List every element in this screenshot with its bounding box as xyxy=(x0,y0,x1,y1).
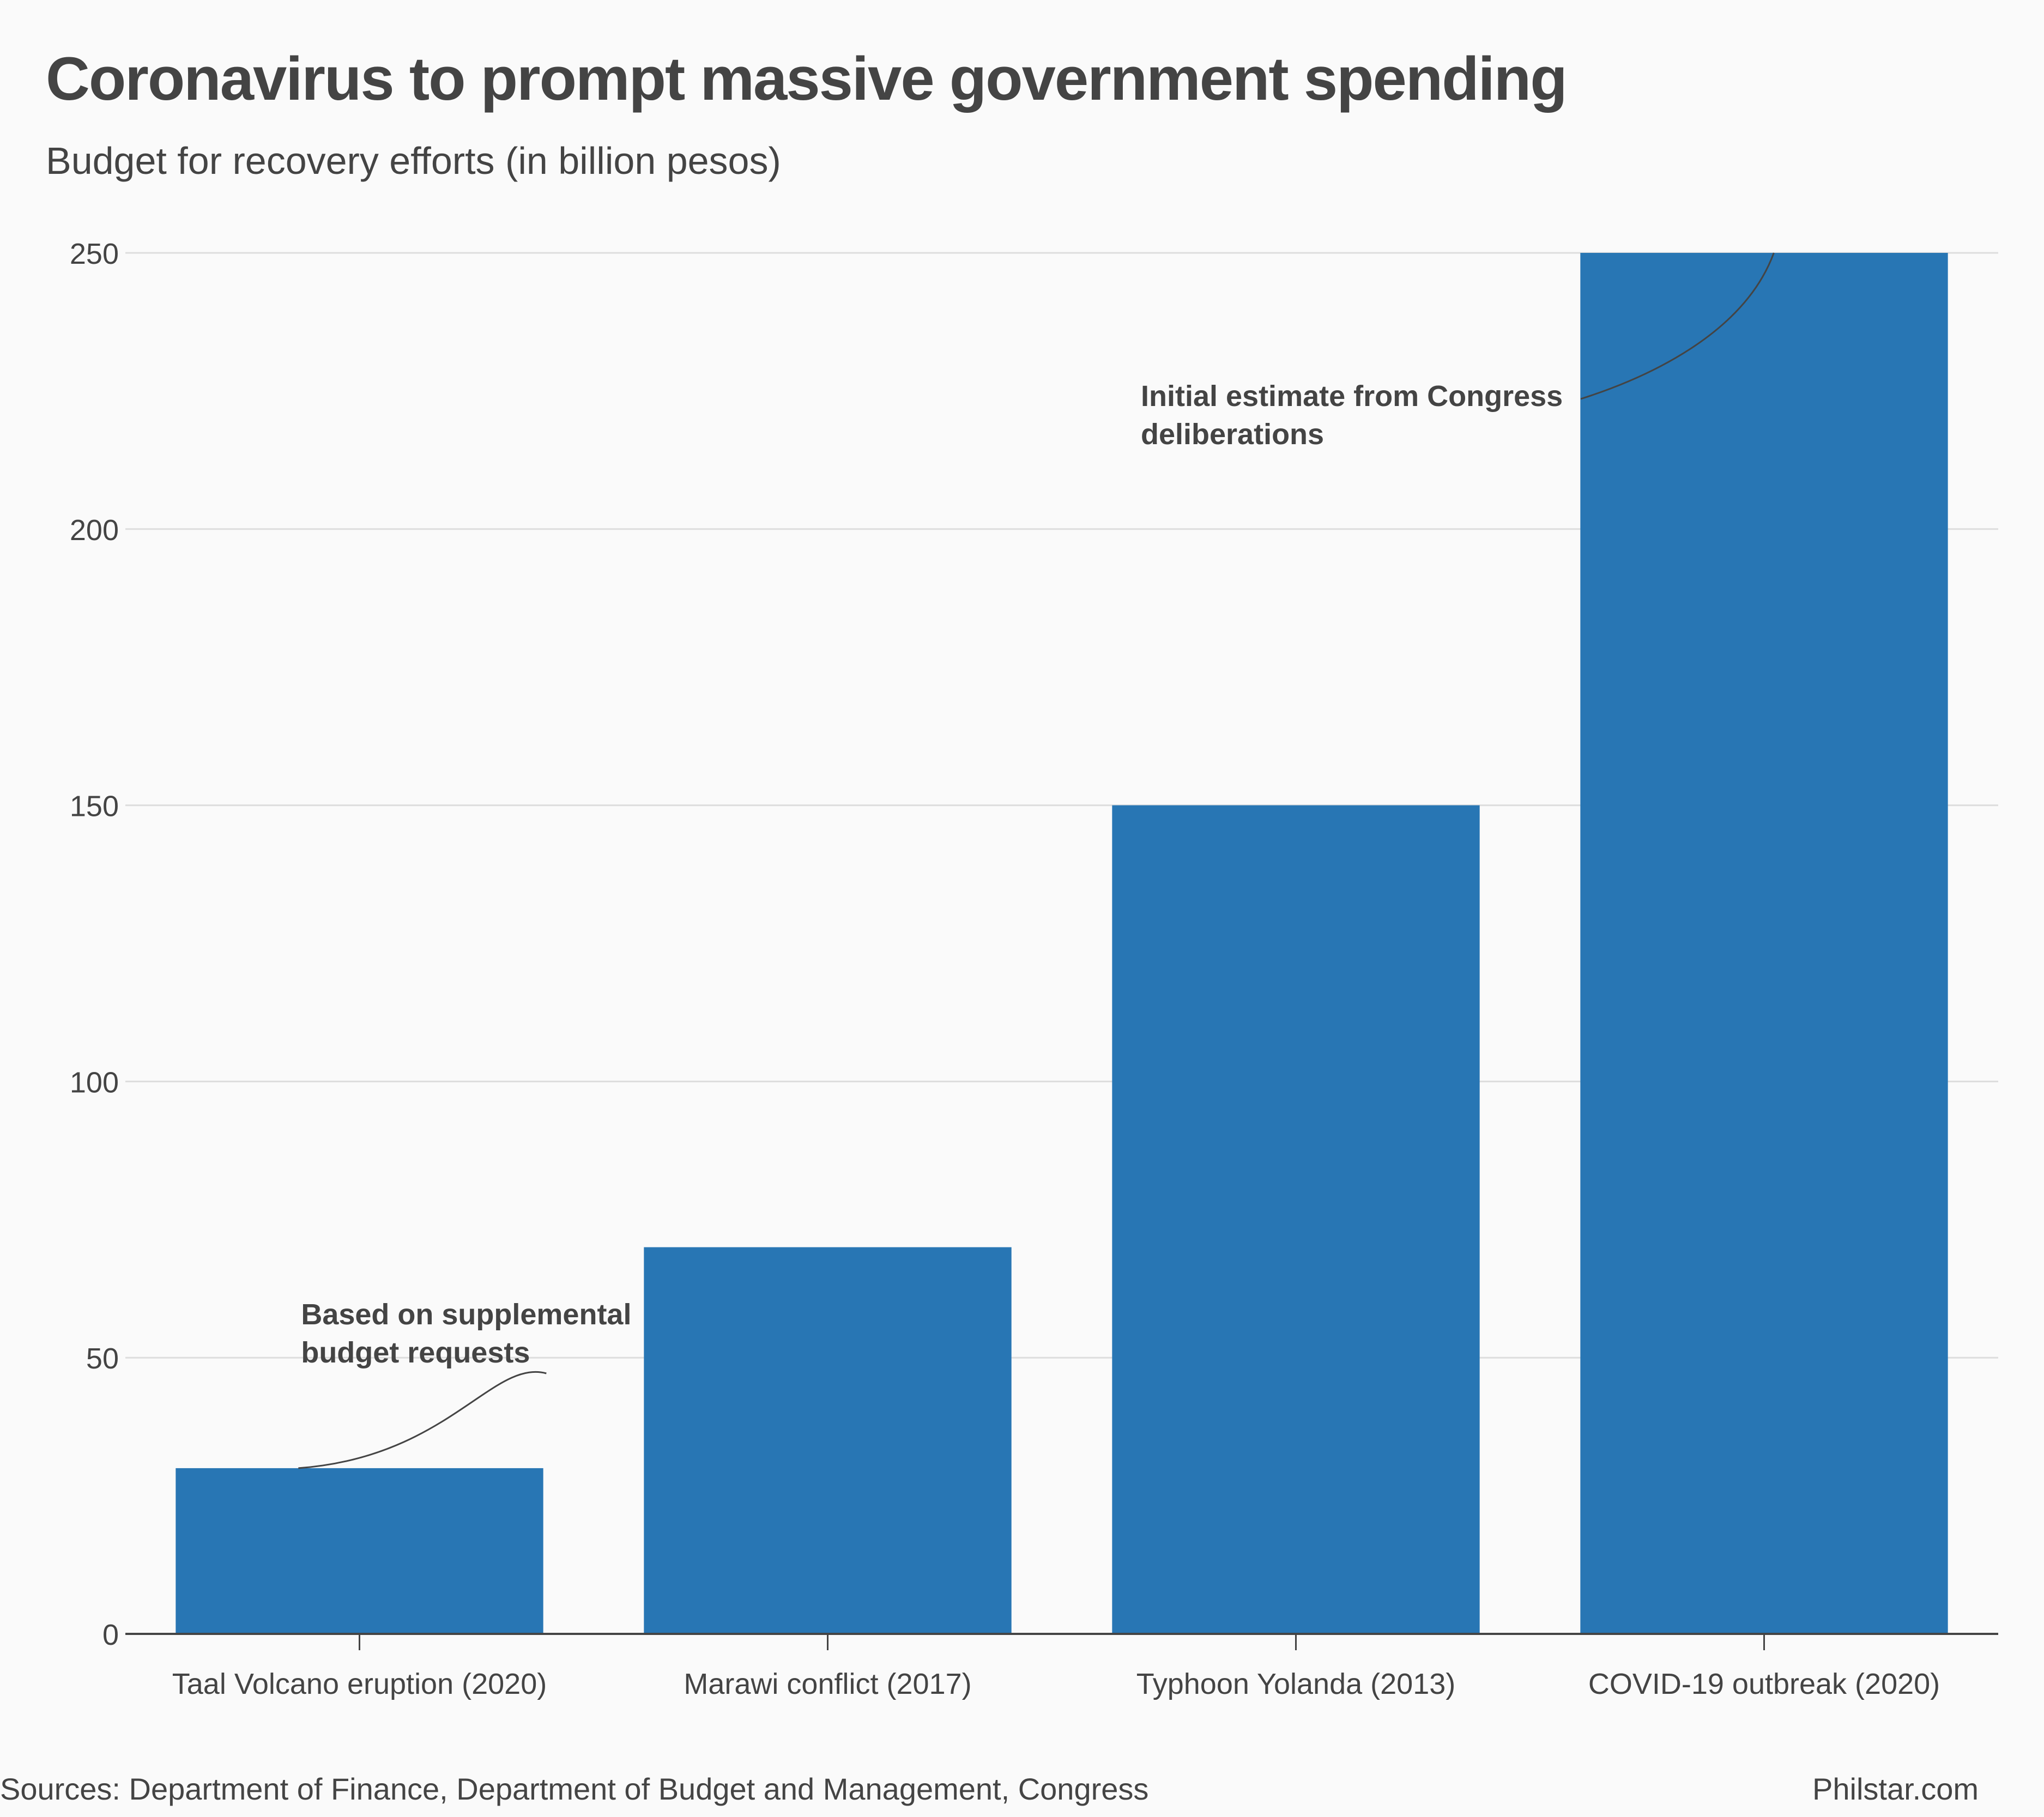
bar-1 xyxy=(644,1247,1012,1634)
annotation-text: Initial estimate from Congress xyxy=(1141,380,1563,413)
y-tick-label: 250 xyxy=(70,238,119,270)
source-note: Sources: Department of Finance, Departme… xyxy=(0,1772,1149,1806)
chart-subtitle: Budget for recovery efforts (in billion … xyxy=(46,140,781,182)
bar-0 xyxy=(176,1468,543,1634)
y-tick-label: 150 xyxy=(70,790,119,823)
bars xyxy=(176,253,1948,1634)
y-tick-label: 0 xyxy=(102,1619,119,1651)
bar-2 xyxy=(1112,805,1480,1634)
x-tick-label: COVID-19 outbreak (2020) xyxy=(1588,1668,1940,1700)
axes: 0 50 100 150 200 250 Taal Volcano eruption (20… xyxy=(70,238,1998,1700)
y-tick-label: 200 xyxy=(70,514,119,547)
annotations: Based on supplemental budget requests Init… xyxy=(298,252,1775,1469)
annotation-text: deliberations xyxy=(1141,418,1324,451)
x-tick-label: Taal Volcano eruption (2020) xyxy=(172,1668,547,1700)
chart-title: Coronavirus to prompt massive government… xyxy=(46,45,1568,113)
annotation-text: Based on supplemental xyxy=(301,1298,631,1331)
annotation-leader-line xyxy=(298,1371,547,1469)
bar-3 xyxy=(1580,253,1948,1634)
brand-credit: Philstar.com xyxy=(1812,1772,1979,1806)
annotation-leader-line xyxy=(1580,252,1775,400)
annotation-text: budget requests xyxy=(301,1336,530,1369)
y-tick-label: 100 xyxy=(70,1066,119,1099)
x-tick-label: Marawi conflict (2017) xyxy=(684,1668,971,1700)
x-tick-label: Typhoon Yolanda (2013) xyxy=(1136,1668,1456,1700)
y-tick-label: 50 xyxy=(86,1342,119,1375)
